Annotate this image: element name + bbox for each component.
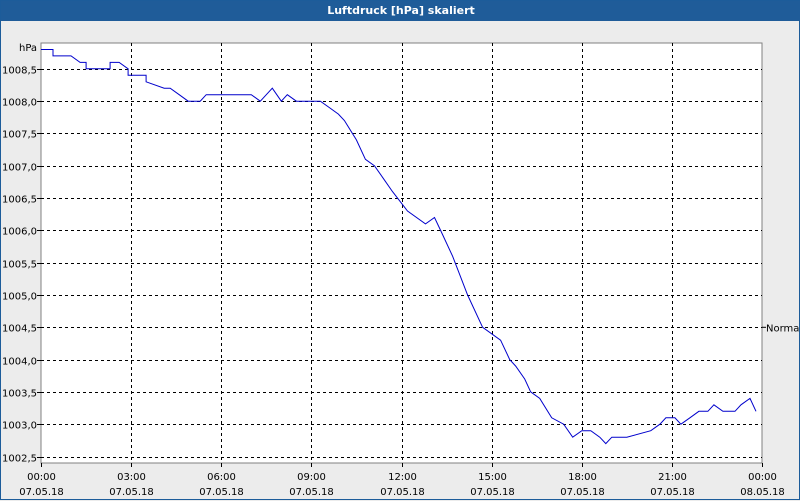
y-axis-ticks: 1002,5 1003,0 1003,5 1004,0 1004,5 1005,0 1005… [2, 66, 766, 465]
x-tick-date-label: 08.05.18 [740, 487, 785, 498]
y-tick-label: 1005,5 [2, 260, 37, 271]
x-tick-date-label: 07.05.18 [560, 487, 605, 498]
x-tick-date-label: 07.05.18 [650, 487, 695, 498]
x-tick-date-label: 07.05.18 [470, 487, 515, 498]
y-tick-label: 1004,0 [2, 357, 37, 368]
y-tick-label: 1002,5 [2, 454, 37, 465]
x-tick-time-label: 12:00 [388, 472, 417, 483]
x-tick-date-label: 07.05.18 [19, 487, 64, 498]
y-tick-label: 1008,5 [2, 66, 37, 77]
x-tick-time-label: 03:00 [117, 472, 146, 483]
y-tick-label: 1003,0 [2, 421, 37, 432]
y-tick-label: 1006,5 [2, 195, 37, 206]
x-tick-time-label: 21:00 [658, 472, 687, 483]
chart-title: Luftdruck [hPa] skaliert [1, 1, 800, 21]
x-tick-time-label: 00:00 [27, 472, 56, 483]
series-line [41, 49, 757, 445]
plot-area [40, 42, 763, 464]
x-axis-ticks: 00:00 07.05.18 03:00 07.05.18 06:00 07.05.18 0… [19, 463, 785, 498]
x-tick-time-label: 00:00 [748, 472, 777, 483]
y-tick-label: 1004,5 [2, 324, 37, 335]
y-axis-label: hPa [19, 43, 37, 54]
y-tick-label: 1005,0 [2, 292, 37, 303]
reference-line-label: Normal [766, 323, 800, 334]
y-tick-label: 1007,5 [2, 130, 37, 141]
x-tick-time-label: 06:00 [207, 472, 236, 483]
grid [41, 43, 762, 463]
x-tick-time-label: 18:00 [568, 472, 597, 483]
x-tick-date-label: 07.05.18 [199, 487, 244, 498]
y-tick-label: 1006,0 [2, 227, 37, 238]
series-layer [41, 49, 757, 445]
y-tick-label: 1008,0 [2, 98, 37, 109]
x-tick-time-label: 15:00 [478, 472, 507, 483]
x-tick-date-label: 07.05.18 [109, 487, 154, 498]
x-tick-date-label: 07.05.18 [380, 487, 425, 498]
x-tick-time-label: 09:00 [297, 472, 326, 483]
y-tick-label: 1003,5 [2, 389, 37, 400]
x-tick-date-label: 07.05.18 [289, 487, 334, 498]
y-tick-label: 1007,0 [2, 163, 37, 174]
